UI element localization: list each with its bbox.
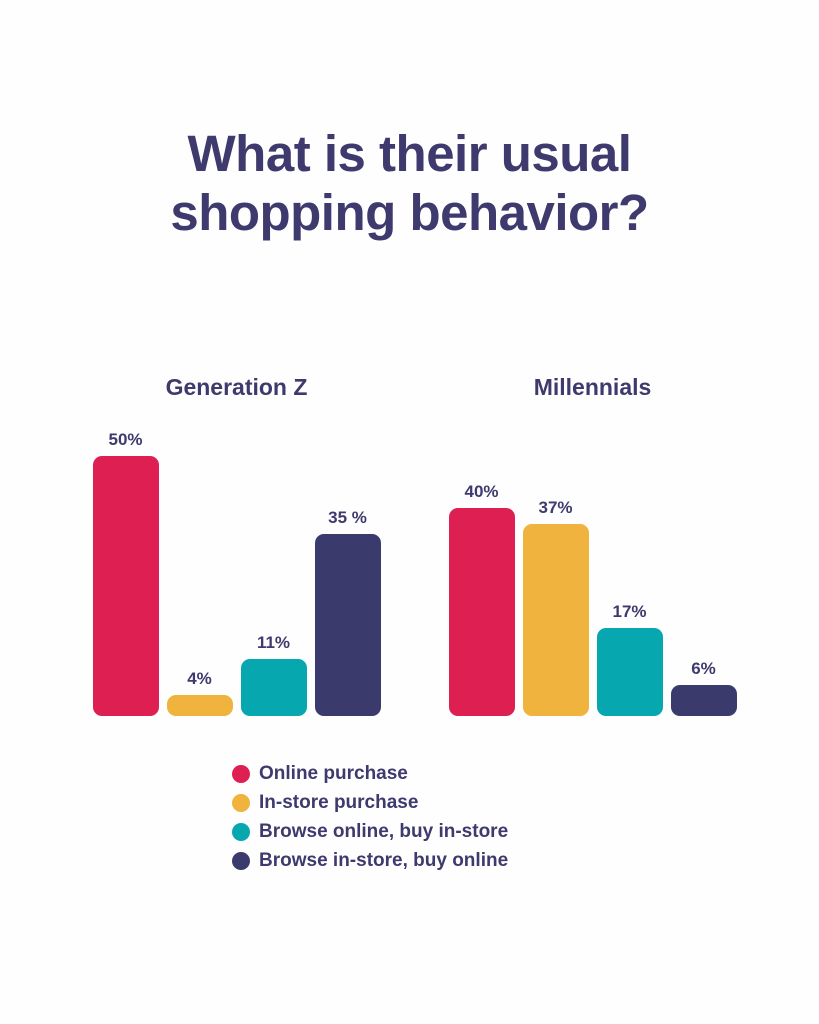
bar-column: 35 % [314, 508, 381, 717]
bar-value-label: 11% [256, 633, 291, 653]
bar-column: 37% [522, 498, 589, 717]
legend: Online purchase In-store purchase Browse… [232, 762, 508, 872]
legend-label: In-store purchase [259, 792, 419, 814]
bars-generation-z: 50% 4% 11% 35 % [92, 401, 381, 717]
bar-column: 6% [670, 659, 737, 717]
bar-genz-online-purchase [92, 456, 159, 717]
bars-millennials: 40% 37% 17% 6% [448, 401, 737, 717]
page-title: What is their usual shopping behavior? [170, 125, 649, 242]
bar-column: 17% [596, 602, 663, 717]
legend-dot-icon [232, 793, 250, 812]
bar-value-label: 17% [612, 602, 647, 622]
bar-millennials-online-purchase [448, 508, 515, 717]
legend-item-browse-online-buy-in-store: Browse online, buy in-store [232, 820, 508, 843]
legend-dot-icon [232, 851, 250, 870]
bar-column: 11% [240, 633, 307, 717]
bar-value-label: 35 % [328, 508, 367, 528]
bar-millennials-browse-online-buy-in-store [596, 628, 663, 717]
chart-group-generation-z: Generation Z 50% 4% 11% 35 % [92, 374, 381, 717]
charts-row: Generation Z 50% 4% 11% 35 % [5, 374, 819, 717]
legend-label: Browse online, buy in-store [259, 821, 509, 843]
bar-column: 40% [448, 482, 515, 717]
bar-millennials-in-store-purchase [522, 524, 589, 717]
bar-genz-browse-in-store-buy-online [314, 534, 381, 717]
legend-item-in-store-purchase: In-store purchase [232, 791, 508, 814]
bar-value-label: 6% [691, 659, 716, 679]
bar-value-label: 37% [538, 498, 573, 518]
bar-column: 50% [92, 430, 159, 717]
group-heading-generation-z: Generation Z [165, 374, 308, 401]
bar-genz-in-store-purchase [166, 695, 233, 717]
bar-genz-browse-online-buy-in-store [240, 659, 307, 717]
bar-millennials-browse-in-store-buy-online [670, 685, 737, 717]
legend-dot-icon [232, 822, 250, 841]
bar-column: 4% [166, 669, 233, 717]
chart-group-millennials: Millennials 40% 37% 17% 6% [448, 374, 737, 717]
legend-label: Online purchase [259, 763, 408, 785]
bar-value-label: 4% [187, 669, 212, 689]
legend-item-browse-in-store-buy-online: Browse in-store, buy online [232, 849, 508, 872]
group-heading-millennials: Millennials [533, 374, 652, 401]
bar-value-label: 50% [108, 430, 143, 450]
legend-item-online-purchase: Online purchase [232, 762, 508, 785]
bar-value-label: 40% [464, 482, 499, 502]
legend-dot-icon [232, 764, 250, 783]
legend-label: Browse in-store, buy online [259, 850, 509, 872]
